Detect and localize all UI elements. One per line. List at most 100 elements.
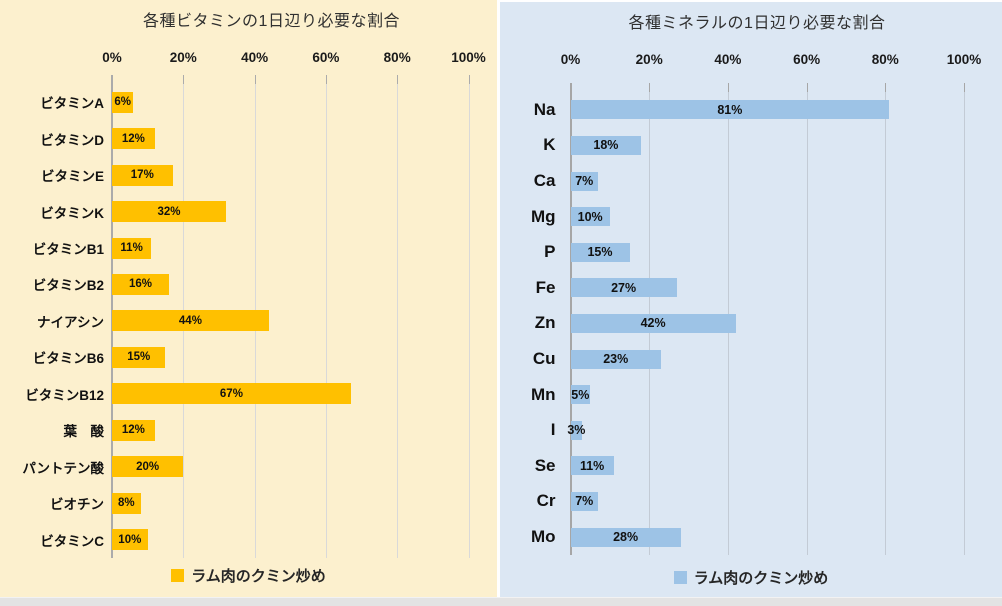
category-label: ビタミンA — [40, 96, 104, 112]
bar: 11% — [112, 237, 152, 259]
bar: 6% — [112, 91, 134, 113]
bar-value-label: 23% — [603, 352, 629, 366]
bar-value-label: 81% — [717, 102, 743, 117]
legend-label: ラム肉のクミン炒め — [693, 569, 829, 587]
bar-value-label: 3% — [567, 423, 586, 438]
x-axis-tick-label: 20% — [169, 50, 197, 65]
bar-value-label: 18% — [593, 138, 619, 153]
category-label: ビタミンB12 — [25, 387, 104, 403]
gridline — [806, 92, 808, 555]
vitamin-chart-title: 各種ビタミンの1日辺り必要な割合 — [143, 13, 400, 30]
category-label: ナイアシン — [37, 314, 104, 330]
bar: 11% — [570, 456, 614, 476]
gridline — [964, 92, 965, 555]
axis-tick — [806, 83, 808, 92]
axis-tick — [649, 83, 651, 92]
bar: 12% — [112, 128, 155, 150]
mineral-chart-panel: 各種ミネラルの1日辺り必要な割合 0% 20% 40% 60% 80% 100% Na 81%… — [500, 0, 1002, 597]
legend-label: ラム肉のクミン炒め — [191, 567, 326, 585]
bar-value-label: 20% — [136, 460, 160, 473]
bar-value-label: 6% — [114, 96, 131, 109]
x-axis-tick-label: 0% — [560, 52, 581, 67]
axis-tick — [397, 75, 399, 84]
category-label: ビオチン — [50, 497, 104, 513]
x-axis-tick-label: 80% — [383, 50, 411, 65]
category-label: Se — [534, 455, 556, 475]
bar-value-label: 5% — [571, 387, 590, 402]
category-label: パントテン酸 — [22, 460, 104, 476]
bar: 10% — [570, 207, 610, 227]
vitamin-chart-panel: 各種ビタミンの1日辺り必要な割合 0% 20% 40% 60% 80% 100% ビタミンA… — [0, 0, 497, 597]
axis-tick — [183, 75, 185, 84]
axis-tick — [254, 75, 256, 84]
bar-value-label: 16% — [129, 278, 153, 291]
vitamin-legend: ラム肉のクミン炒め — [0, 563, 497, 587]
bar: 15% — [570, 242, 630, 262]
bar: 7% — [570, 171, 599, 191]
x-axis-tick-label: 0% — [102, 50, 122, 65]
category-label: Ca — [533, 170, 556, 190]
bar-value-label: 10% — [118, 533, 142, 546]
window-footer-strip — [0, 597, 1002, 606]
bar-value-label: 7% — [575, 174, 594, 188]
bar: 17% — [112, 164, 173, 186]
bar-value-label: 42% — [640, 316, 666, 331]
x-axis-tick-label: 80% — [871, 52, 899, 67]
bar: 42% — [570, 313, 736, 333]
bar: 81% — [570, 100, 890, 120]
bar-value-label: 67% — [219, 387, 243, 400]
category-label: K — [543, 135, 556, 155]
category-label: Fe — [535, 277, 556, 297]
bar-value-label: 27% — [611, 280, 637, 295]
bar: 27% — [570, 278, 677, 298]
category-label: ビタミンB2 — [32, 278, 104, 294]
gridline — [468, 84, 470, 558]
axis-tick — [468, 75, 470, 84]
category-label: ビタミンC — [40, 533, 104, 549]
legend-swatch-icon — [673, 570, 687, 584]
category-label: Mg — [530, 206, 556, 226]
mineral-chart-title: 各種ミネラルの1日辺り必要な割合 — [628, 15, 886, 32]
x-axis-tick-label: 60% — [312, 50, 340, 65]
bar-value-label: 10% — [577, 209, 603, 224]
category-label: P — [544, 242, 556, 262]
gridline — [885, 92, 887, 555]
bar-value-label: 17% — [130, 169, 154, 182]
axis-tick — [964, 83, 965, 92]
bar: 7% — [570, 491, 599, 511]
category-label: ビタミンD — [40, 132, 104, 148]
bar-value-label: 32% — [157, 205, 181, 218]
gridline — [397, 84, 399, 558]
category-label: Mo — [530, 526, 556, 546]
category-label: I — [550, 420, 556, 440]
bar: 23% — [570, 349, 661, 369]
category-label: ビタミンB6 — [32, 351, 104, 367]
bar: 10% — [112, 529, 148, 551]
bar: 44% — [112, 310, 269, 332]
x-axis-tick-label: 100% — [946, 52, 982, 67]
x-axis-tick-label: 40% — [241, 50, 269, 65]
bar: 15% — [112, 346, 166, 368]
bar: 16% — [112, 273, 170, 295]
bar: 20% — [112, 456, 184, 478]
bar-value-label: 28% — [613, 530, 639, 544]
bar: 12% — [112, 419, 155, 441]
x-axis-tick-label: 20% — [635, 52, 663, 67]
category-label: Cr — [536, 491, 556, 511]
axis-tick — [325, 75, 327, 84]
bar-value-label: 12% — [121, 132, 145, 145]
bar: 67% — [112, 383, 351, 405]
mineral-plot-area: 0% 20% 40% 60% 80% 100% Na 81% K 18% Ca 7% Mg 10% P 15%… — [500, 2, 1002, 597]
bar: 32% — [112, 201, 227, 223]
bar-value-label: 11% — [120, 242, 143, 255]
category-label: ビタミンB1 — [32, 242, 104, 258]
gridline — [325, 84, 327, 558]
category-label: ビタミンE — [40, 169, 104, 185]
category-label: Zn — [534, 313, 556, 333]
x-axis-tick-label: 100% — [451, 50, 486, 65]
category-label: Mn — [530, 384, 556, 404]
bar-value-label: 11% — [579, 458, 605, 473]
bar-value-label: 15% — [587, 245, 613, 260]
mineral-legend: ラム肉のクミン炒め — [500, 565, 1002, 589]
